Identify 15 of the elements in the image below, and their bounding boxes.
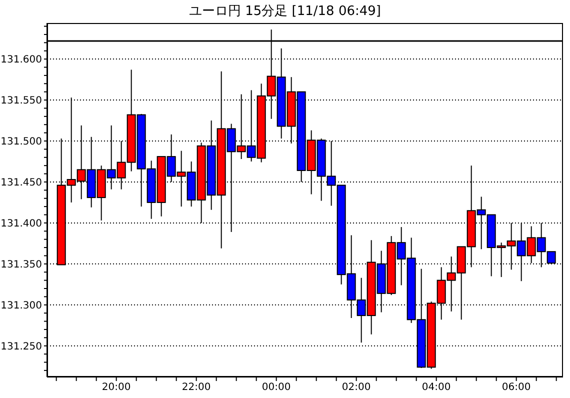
y-tick-label: 131.500 — [0, 136, 42, 148]
x-tick-label: 00:00 — [262, 382, 291, 394]
y-tick-label: 131.250 — [0, 341, 42, 352]
x-tick-label: 20:00 — [102, 382, 131, 394]
y-tick-label: 131.450 — [0, 178, 42, 189]
y-tick-label: 131.600 — [0, 54, 42, 66]
x-tick-label: 04:00 — [422, 382, 451, 394]
chart-title: ユーロ円 15分足 [11/18 06:49] — [188, 3, 382, 20]
x-tick-label: 02:00 — [342, 382, 371, 394]
y-tick-label: 131.400 — [0, 218, 42, 230]
x-tick-label: 22:00 — [182, 382, 211, 394]
y-tick-label: 131.350 — [0, 259, 42, 270]
x-tick-label: 06:00 — [502, 382, 531, 394]
y-tick-label: 131.300 — [0, 300, 42, 312]
y-tick-label: 131.550 — [0, 96, 42, 107]
